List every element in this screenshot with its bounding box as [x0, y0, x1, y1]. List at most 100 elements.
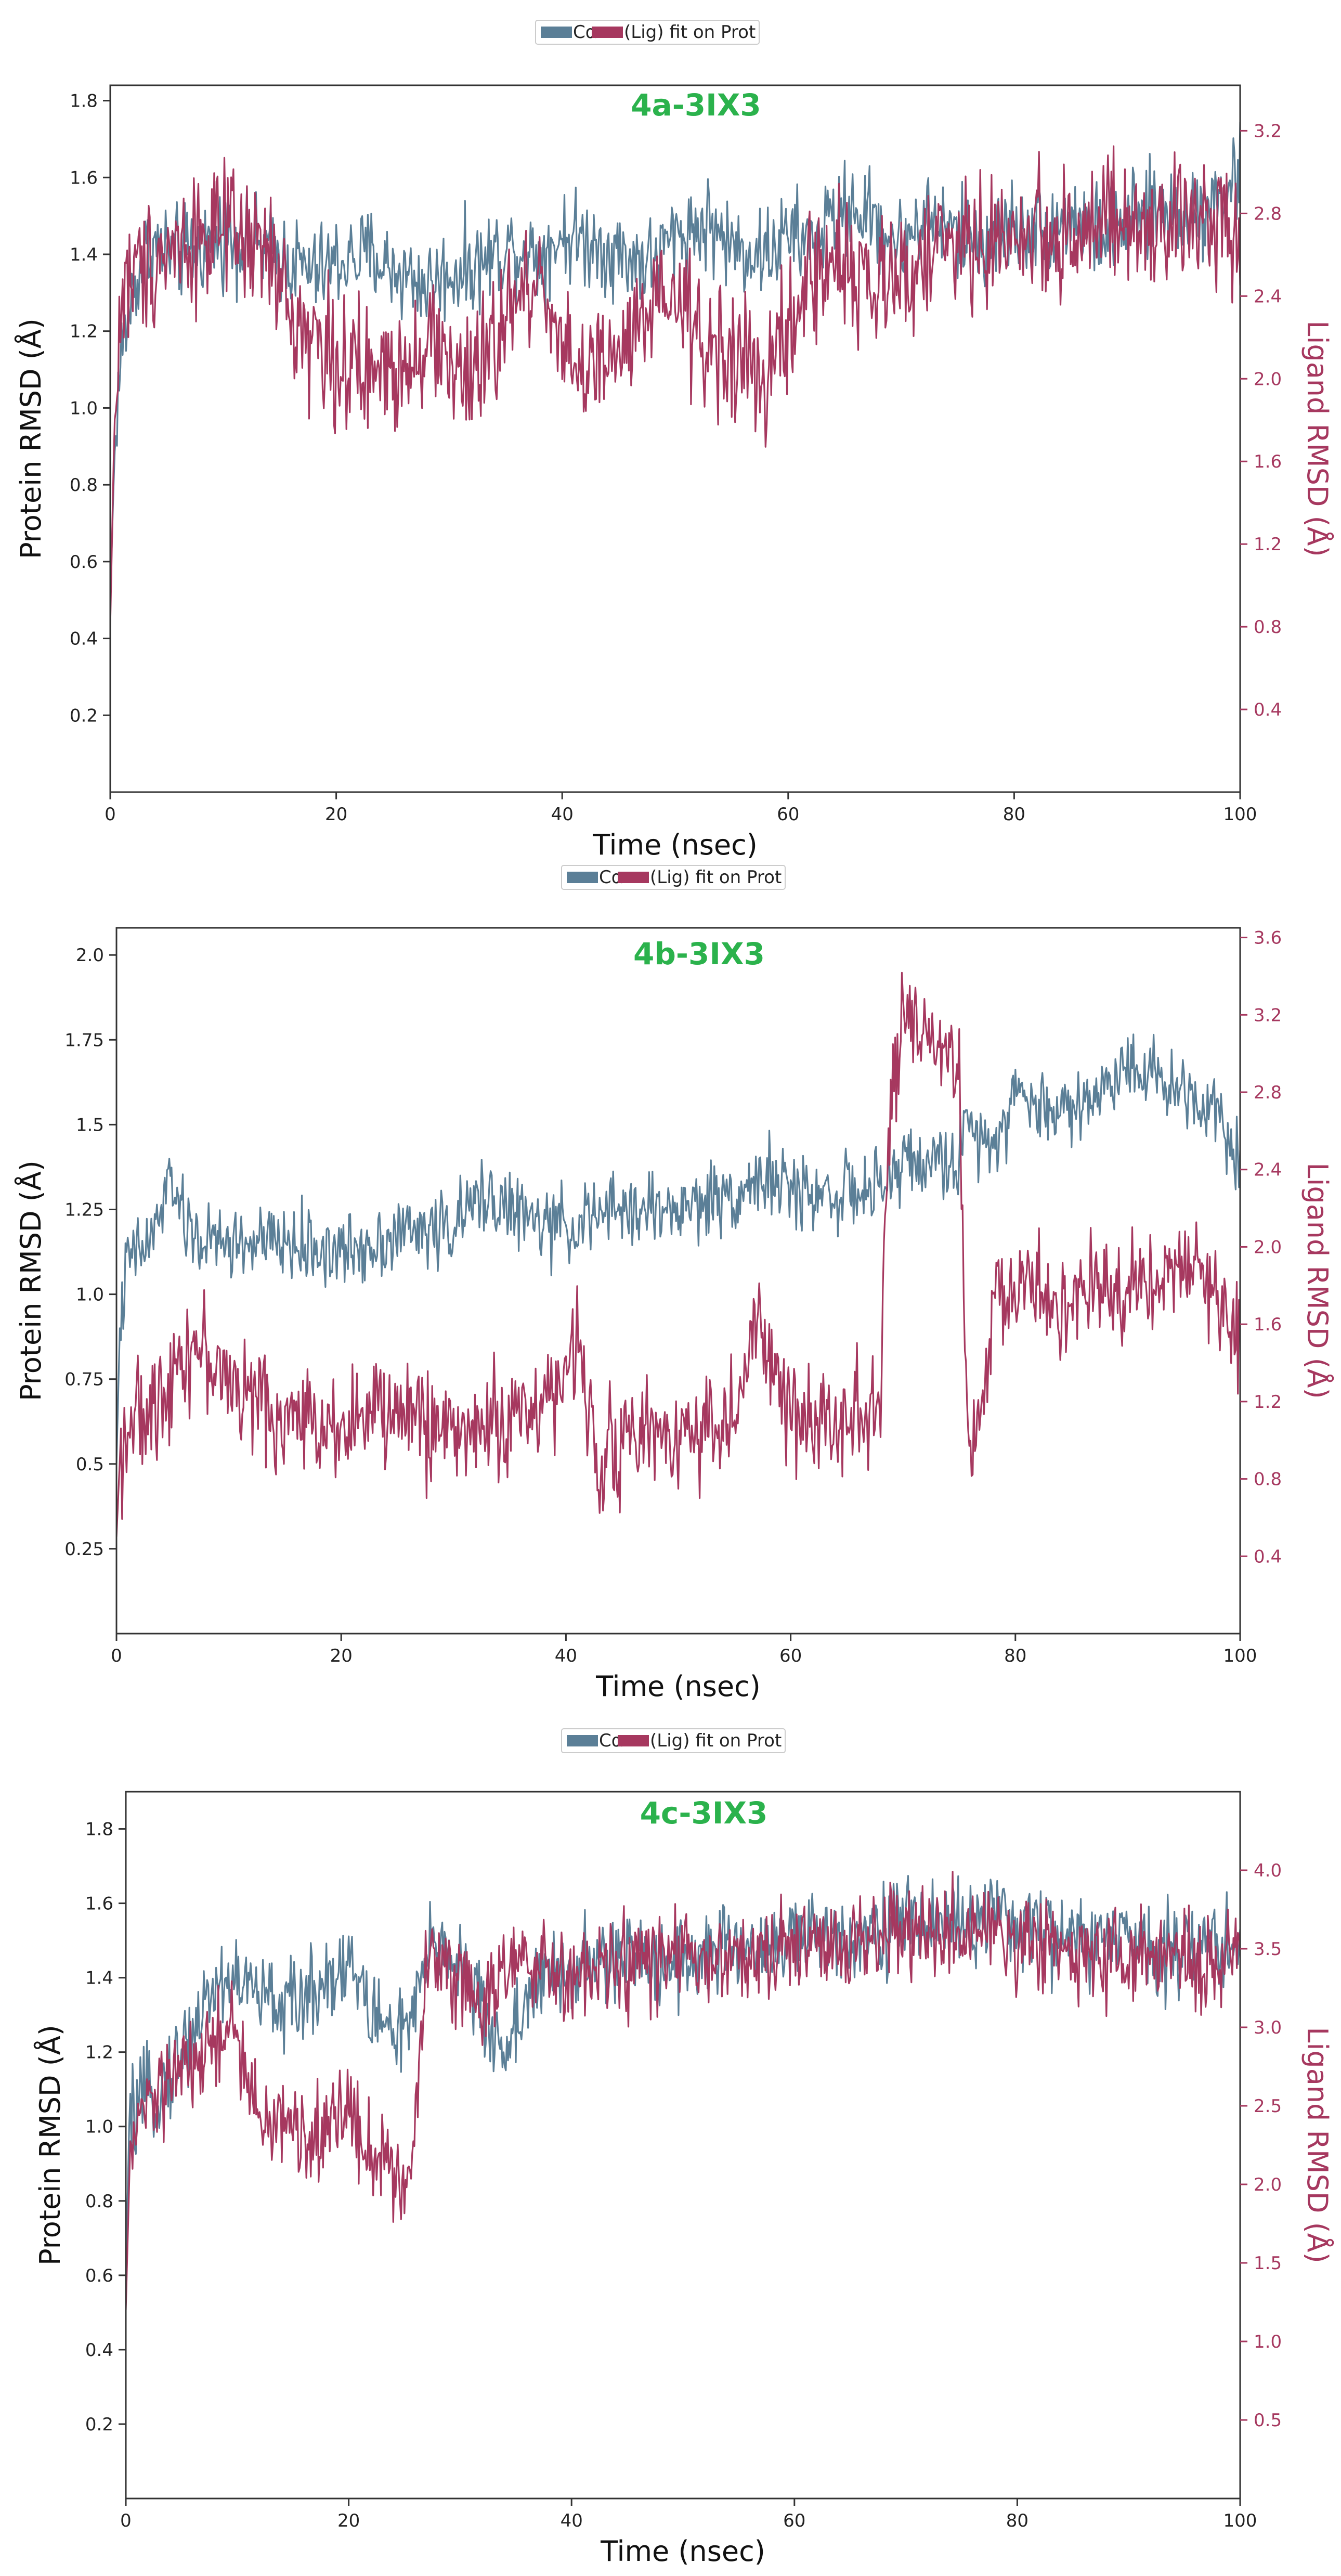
- x-tick-label: 60: [783, 2510, 805, 2531]
- y-tick-label: 1.4: [70, 244, 98, 265]
- y-tick-label: 0.6: [70, 552, 98, 573]
- legend-swatch-ligand: [592, 27, 623, 38]
- y-tick-label: 1.5: [76, 1115, 104, 1135]
- y-right-tick-label: 2.0: [1254, 1237, 1282, 1258]
- y-tick-label: 0.8: [70, 475, 98, 496]
- y-right-tick-label: 1.5: [1254, 2253, 1282, 2274]
- y-tick-label: 0.4: [70, 629, 98, 650]
- y-right-tick-label: 2.0: [1254, 2174, 1282, 2195]
- y-axis-title: Protein RMSD (Å): [14, 318, 47, 559]
- y-axis-title: Protein RMSD (Å): [14, 1160, 47, 1401]
- y-right-tick-label: 2.0: [1254, 369, 1282, 390]
- y-tick-label: 1.0: [70, 398, 98, 419]
- ligand-rmsd-line: [126, 1871, 1240, 2310]
- y-right-tick-label: 2.8: [1254, 1082, 1282, 1103]
- y-tick-label: 1.8: [70, 91, 98, 112]
- y-right-tick-label: 3.5: [1254, 1939, 1282, 1960]
- legend-box: [561, 865, 786, 890]
- y-right-tick-label: 1.0: [1254, 2332, 1282, 2352]
- x-tick-label: 40: [561, 2510, 583, 2531]
- legend-box: [535, 20, 760, 45]
- protein-rmsd-line: [116, 1033, 1240, 1464]
- y-tick-label: 1.2: [85, 2042, 113, 2063]
- y-right-tick-label: 1.2: [1254, 1392, 1282, 1413]
- legend-swatch-protein: [567, 1735, 598, 1746]
- y-right-tick-label: 0.5: [1254, 2410, 1282, 2431]
- y-right-tick-label: 0.4: [1254, 700, 1282, 720]
- y-tick-label: 0.25: [64, 1539, 104, 1560]
- panel-title: 4c-3IX3: [640, 1795, 768, 1831]
- y-tick-label: 1.0: [76, 1285, 104, 1305]
- x-tick-label: 100: [1223, 1646, 1257, 1666]
- y-right-axis-title: Ligand RMSD (Å): [1301, 1162, 1334, 1399]
- chart-panel-3: 0 20 40 60 80 100 0.2 0.4 0.6 0.8 1.0 1.2 1.4 1.6 1.8 0…: [33, 1728, 1334, 2568]
- x-tick-label: 60: [777, 804, 799, 825]
- x-tick-label: 20: [325, 804, 347, 825]
- y-right-tick-label: 1.2: [1254, 534, 1282, 555]
- legend-swatch-ligand: [618, 872, 649, 883]
- y-tick-label: 0.6: [85, 2266, 113, 2286]
- protein-rmsd-line: [110, 122, 1240, 600]
- legend-swatch-protein: [541, 27, 572, 38]
- y-tick-label: 1.0: [85, 2117, 113, 2138]
- legend: Cα (Lig) fit on Prot: [561, 865, 786, 890]
- x-tick-label: 20: [337, 2510, 360, 2531]
- y-right-tick-label: 4.0: [1254, 1860, 1282, 1881]
- y-right-tick-label: 2.5: [1254, 2096, 1282, 2117]
- y-tick-label: 1.6: [70, 167, 98, 188]
- y-tick-label: 0.2: [85, 2414, 113, 2435]
- legend-label-ligand: (Lig) fit on Prot: [650, 867, 782, 888]
- y-right-tick-label: 3.2: [1254, 1005, 1282, 1026]
- chart-panel-2: 0 20 40 60 80 100 0.25 0.5 0.75 1.0 1.25 1.5 1.75 2.0…: [14, 865, 1334, 1703]
- legend-box: [561, 1728, 786, 1753]
- y-tick-label: 1.2: [70, 321, 98, 342]
- y-tick-label: 0.8: [85, 2191, 113, 2212]
- y-tick-label: 0.75: [64, 1369, 104, 1390]
- x-tick-label: 100: [1223, 2510, 1257, 2531]
- y-right-tick-label: 3.6: [1254, 928, 1282, 949]
- x-tick-label: 0: [111, 1646, 122, 1666]
- x-tick-label: 20: [330, 1646, 353, 1666]
- ligand-rmsd-line: [116, 972, 1240, 1537]
- x-axis-title: Time (nsec): [592, 829, 758, 861]
- x-tick-label: 80: [1004, 1646, 1026, 1666]
- y-right-tick-label: 2.8: [1254, 203, 1282, 224]
- x-axis-title: Time (nsec): [600, 2535, 765, 2568]
- legend-label-ligand: (Lig) fit on Prot: [650, 1730, 782, 1751]
- panel-title: 4a-3IX3: [631, 87, 761, 123]
- y-right-tick-label: 0.4: [1254, 1546, 1282, 1567]
- y-tick-label: 0.4: [85, 2340, 113, 2361]
- y-right-axis-title: Ligand RMSD (Å): [1301, 320, 1334, 556]
- chart-panel-1: 0 20 40 60 80 100 0.2 0.4 0.6 0.8 1.0 1.2 1.4 1.6 1.8 0…: [14, 20, 1334, 861]
- y-tick-label: 1.8: [85, 1819, 113, 1840]
- y-right-tick-label: 3.2: [1254, 121, 1282, 141]
- y-right-tick-label: 0.8: [1254, 1469, 1282, 1490]
- y-right-tick-label: 1.6: [1254, 1314, 1282, 1335]
- y-right-tick-label: 3.0: [1254, 2017, 1282, 2038]
- y-tick-label: 2.0: [76, 945, 104, 966]
- plot-frame: [109, 84, 1241, 793]
- legend: Cα (Lig) fit on Prot: [535, 20, 760, 45]
- panel-title: 4b-3IX3: [633, 936, 765, 972]
- legend: Cα (Lig) fit on Prot: [561, 1728, 786, 1753]
- x-axis-title: Time (nsec): [595, 1670, 761, 1703]
- y-tick-label: 0.2: [70, 705, 98, 726]
- x-tick-label: 80: [1003, 804, 1025, 825]
- y-tick-label: 0.5: [76, 1454, 104, 1475]
- x-tick-label: 40: [555, 1646, 577, 1666]
- legend-swatch-ligand: [618, 1735, 649, 1746]
- x-tick-label: 0: [120, 2510, 132, 2531]
- y-axis-title: Protein RMSD (Å): [33, 2025, 67, 2266]
- plot-frame: [115, 927, 1241, 1635]
- y-right-tick-label: 0.8: [1254, 617, 1282, 638]
- y-right-tick-label: 2.4: [1254, 286, 1282, 307]
- y-tick-label: 1.4: [85, 1968, 113, 1989]
- y-tick-label: 1.25: [64, 1199, 104, 1220]
- plot-frame: [125, 1791, 1241, 2500]
- x-tick-label: 40: [551, 804, 574, 825]
- x-tick-label: 100: [1223, 804, 1257, 825]
- legend-label-ligand: (Lig) fit on Prot: [624, 22, 756, 43]
- y-right-tick-label: 2.4: [1254, 1160, 1282, 1181]
- ligand-rmsd-line: [110, 145, 1240, 627]
